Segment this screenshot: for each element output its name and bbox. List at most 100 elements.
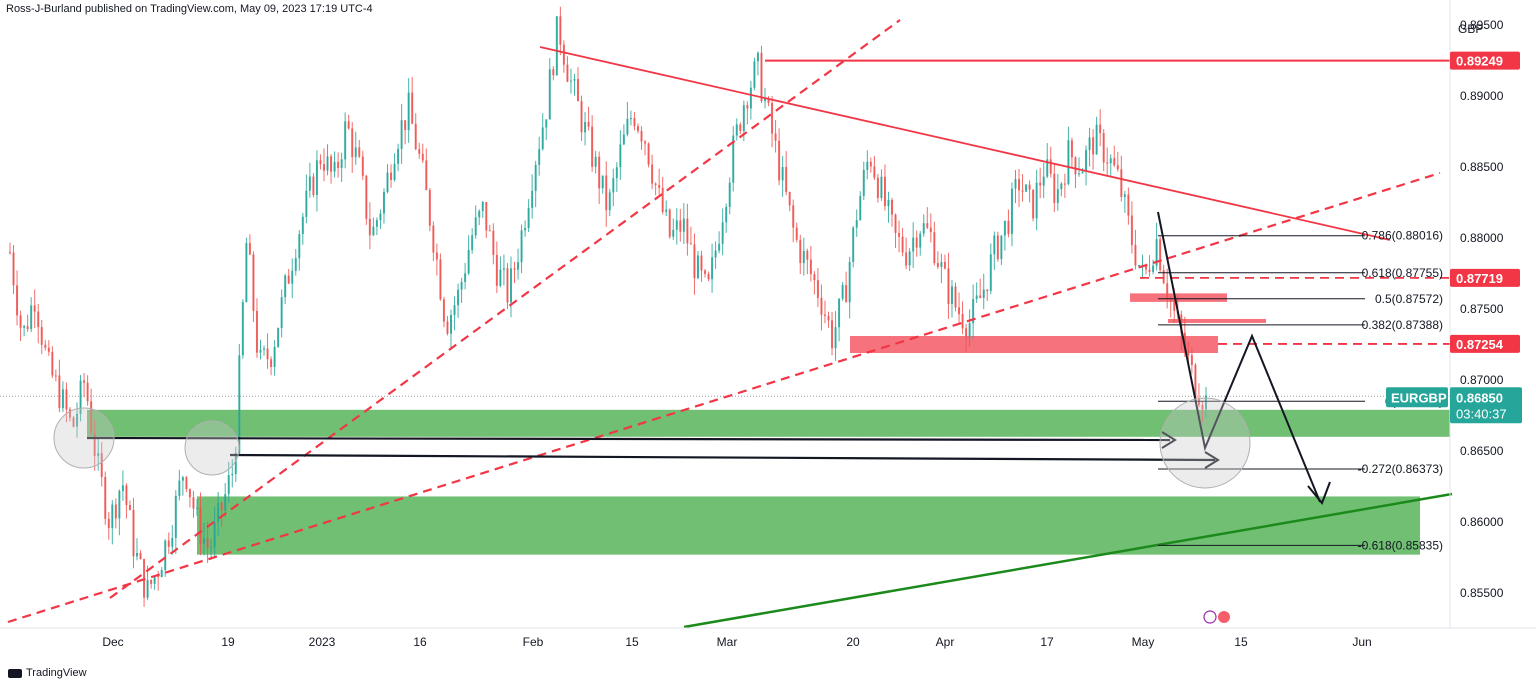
candle-body xyxy=(1042,176,1045,186)
fib-level-label: -0.272(0.86373) xyxy=(1358,462,1443,476)
candle-body xyxy=(397,148,400,164)
candle-body xyxy=(749,87,752,109)
y-tick-label: 0.88500 xyxy=(1460,160,1504,174)
candle-body xyxy=(446,321,449,334)
candle-body xyxy=(954,286,957,308)
demand-zone-upper xyxy=(87,409,1450,437)
candle-body xyxy=(1120,169,1123,197)
candle-body xyxy=(1032,189,1035,219)
candle-body xyxy=(993,235,996,255)
tradingview-watermark[interactable]: TradingView xyxy=(8,667,87,679)
candle-body xyxy=(534,164,537,191)
candle-body xyxy=(926,223,929,228)
candle-body xyxy=(665,209,668,212)
candle-body xyxy=(823,314,826,316)
candle-body xyxy=(174,495,177,538)
currency-label: GBP xyxy=(1458,22,1484,36)
candle-body xyxy=(492,230,495,255)
candle-body xyxy=(1102,133,1105,163)
candle-body xyxy=(301,216,304,235)
candle-body xyxy=(65,389,68,410)
candle-body xyxy=(679,220,682,232)
candle-body xyxy=(958,307,961,315)
candle-body xyxy=(922,223,925,234)
candle-body xyxy=(756,52,759,62)
candle-body xyxy=(591,126,594,167)
candle-body xyxy=(1187,351,1190,356)
candle-body xyxy=(714,250,717,258)
candle-body xyxy=(901,236,904,253)
candle-body xyxy=(379,213,382,221)
candle-body xyxy=(873,166,876,178)
candle-body xyxy=(330,156,333,172)
candle-body xyxy=(693,244,696,279)
candle-body xyxy=(640,130,643,142)
candle-body xyxy=(277,327,280,347)
candle-body xyxy=(559,16,562,45)
candle-body xyxy=(291,270,294,284)
candle-body xyxy=(12,252,15,286)
price-badge-label: 0.89249 xyxy=(1456,54,1503,69)
candle-body xyxy=(979,295,982,298)
candle-body xyxy=(192,497,195,509)
candle-body xyxy=(531,190,534,208)
candle-body xyxy=(457,289,460,306)
candle-body xyxy=(619,144,622,168)
fib-level-label: 0.786(0.88016) xyxy=(1362,229,1443,243)
arrowhead-upper xyxy=(1161,431,1177,449)
price-badge-label: 0.87719 xyxy=(1456,271,1503,286)
price-badge xyxy=(1450,51,1520,70)
candle-body xyxy=(1190,355,1193,365)
candle-body xyxy=(841,285,844,299)
candle-body xyxy=(499,269,502,286)
candle-body xyxy=(390,172,393,180)
candle-body xyxy=(636,126,639,131)
candle-body xyxy=(220,502,223,511)
candle-body xyxy=(26,326,29,330)
candle-body xyxy=(450,314,453,334)
candle-body xyxy=(654,183,657,185)
fib-level-label: 0.382(0.87388) xyxy=(1362,318,1443,332)
arrowhead-lower xyxy=(1204,451,1220,469)
candle-body xyxy=(862,169,865,196)
candle-body xyxy=(975,295,978,299)
candle-body xyxy=(658,184,661,188)
candle-body xyxy=(831,320,834,349)
candle-body xyxy=(1159,239,1162,271)
candle-body xyxy=(185,477,188,490)
candle-body xyxy=(1035,182,1038,219)
candle-body xyxy=(968,323,971,337)
symbol-label: EURGBP xyxy=(1391,390,1447,405)
candle-body xyxy=(763,98,766,102)
candle-body xyxy=(333,161,336,172)
candle-body xyxy=(1053,173,1056,203)
candle-body xyxy=(16,285,19,316)
highlight-circle xyxy=(1159,397,1251,489)
candle-body xyxy=(1148,269,1151,272)
candle-body xyxy=(573,79,576,81)
candle-body xyxy=(1155,239,1158,266)
y-tick-label: 0.87000 xyxy=(1460,373,1504,387)
fib-level-label: 0.618(0.87755) xyxy=(1362,266,1443,280)
candle-body xyxy=(502,268,505,270)
candle-body xyxy=(569,80,572,82)
y-tick-label: 0.85500 xyxy=(1460,586,1504,600)
candle-body xyxy=(594,156,597,167)
candle-body xyxy=(746,105,749,109)
candle-body xyxy=(940,262,943,267)
candle-body xyxy=(439,259,442,300)
candle-body xyxy=(453,305,456,315)
last-price-label: 0.86850 xyxy=(1456,390,1503,405)
candle-body xyxy=(255,310,258,353)
candle-body xyxy=(245,243,248,303)
candle-body xyxy=(915,237,918,248)
candle-body xyxy=(90,401,93,434)
candle-body xyxy=(541,127,544,150)
candle-body xyxy=(171,537,174,547)
candle-body xyxy=(471,235,474,250)
candle-body xyxy=(912,237,915,252)
candle-body xyxy=(125,485,128,506)
candle-body xyxy=(1166,283,1169,300)
candle-body xyxy=(704,270,707,274)
